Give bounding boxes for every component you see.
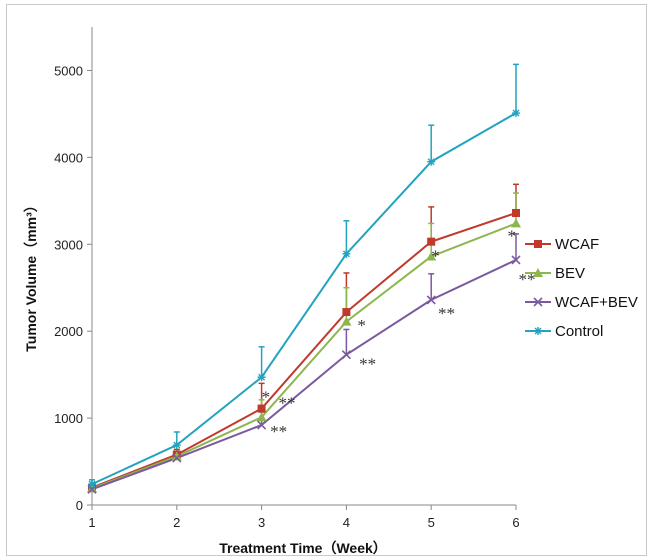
y-tick-label: 1000 — [54, 411, 83, 426]
x-tick-label: 5 — [428, 515, 435, 530]
legend-marker-control — [534, 327, 542, 335]
x-axis-ticks: 1 2 3 4 5 6 — [88, 505, 520, 530]
y-tick-label: 5000 — [54, 63, 83, 78]
series-line-bev — [91, 222, 517, 490]
legend-label-control: Control — [555, 323, 603, 340]
significance-mark: ** — [270, 422, 287, 441]
data-point-bev — [511, 218, 521, 228]
legend-label-wcaf: WCAF — [555, 236, 599, 253]
legend-marker-bev — [533, 268, 543, 277]
legend-marker-wcaf — [534, 240, 542, 248]
significance-annotations: * ************* — [262, 227, 536, 442]
significance-mark: * — [508, 227, 517, 246]
data-point-wcaf-bev — [426, 295, 436, 305]
data-point-control — [427, 157, 436, 166]
data-point-wcaf-bev — [172, 453, 182, 463]
significance-mark: ** — [519, 270, 536, 289]
data-point-control — [342, 249, 351, 258]
series-line-wcaf — [91, 212, 517, 489]
y-axis-ticks: 0 1000 2000 3000 4000 5000 — [54, 63, 92, 513]
x-tick-label: 2 — [173, 515, 180, 530]
data-point-wcaf-bev — [341, 350, 351, 360]
data-point-control — [512, 109, 520, 118]
legend-label-wcaf-bev: WCAF+BEV — [555, 294, 638, 311]
data-point-wcaf — [512, 208, 520, 217]
series-line-control — [91, 112, 517, 486]
y-tick-label: 2000 — [54, 324, 83, 339]
series-markers — [87, 109, 521, 494]
legend: WCAF BEV WCAF+BEV Control — [525, 236, 638, 340]
y-tick-label: 4000 — [54, 150, 83, 165]
series-lines — [91, 112, 517, 491]
y-tick-label: 3000 — [54, 237, 83, 252]
x-tick-label: 6 — [512, 515, 519, 530]
y-tick-label: 0 — [76, 498, 83, 513]
significance-mark: * — [262, 387, 271, 406]
legend-marker-wcaf-bev — [533, 297, 543, 307]
data-point-wcaf-bev — [511, 255, 521, 265]
x-tick-label: 3 — [258, 515, 265, 530]
legend-label-bev: BEV — [555, 265, 585, 282]
data-point-wcaf — [342, 308, 351, 317]
data-point-control — [88, 480, 96, 489]
series-line-wcaf-bev — [91, 259, 517, 491]
data-point-bev — [171, 451, 182, 461]
significance-mark: * — [431, 247, 440, 266]
x-tick-label: 1 — [88, 515, 95, 530]
data-point-control — [257, 373, 266, 382]
significance-mark: * — [357, 316, 366, 335]
y-axis-title: Tumor Volume（mm³） — [23, 198, 39, 352]
axes — [91, 27, 516, 506]
chart-frame — [6, 4, 647, 556]
data-point-wcaf-bev — [257, 420, 267, 430]
data-point-control — [172, 441, 181, 450]
error-bars — [89, 63, 519, 490]
x-axis-title: Treatment Time（Week） — [219, 540, 387, 556]
data-point-bev — [341, 316, 352, 326]
data-point-bev — [256, 412, 267, 422]
significance-mark: ** — [279, 394, 296, 413]
data-point-wcaf — [427, 237, 436, 246]
data-point-wcaf — [257, 404, 266, 413]
significance-mark: ** — [359, 354, 376, 373]
data-point-bev — [426, 251, 437, 261]
x-tick-label: 4 — [343, 515, 350, 530]
significance-mark: ** — [438, 304, 455, 323]
